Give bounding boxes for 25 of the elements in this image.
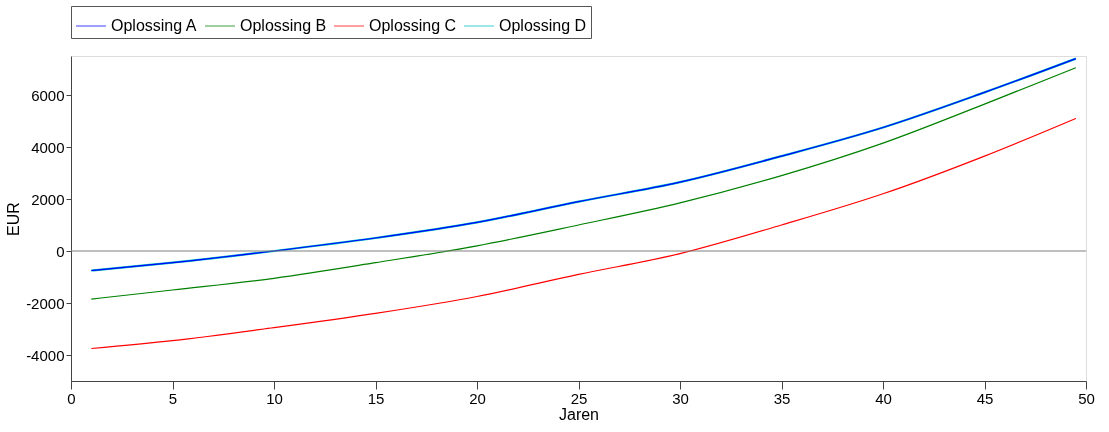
line-series xyxy=(90,117,1077,350)
y-tick-label: 0 xyxy=(56,242,65,260)
x-tick-label: 25 xyxy=(570,389,588,407)
x-tick-label: 20 xyxy=(469,389,486,407)
x-tick-label: 0 xyxy=(67,389,76,407)
legend-label: Oplossing C xyxy=(369,17,457,34)
y-axis-title: EUR xyxy=(5,202,23,236)
legend-label: Oplossing D xyxy=(499,17,587,34)
x-tick-label: 15 xyxy=(367,389,385,407)
y-tick-label: 4000 xyxy=(31,138,65,156)
x-tick-label: 40 xyxy=(875,389,892,407)
legend-label: Oplossing A xyxy=(111,17,197,34)
line-series xyxy=(90,67,1077,300)
y-tick-label: 2000 xyxy=(31,190,65,208)
x-tick-label: 35 xyxy=(773,389,791,407)
y-tick-label: 6000 xyxy=(31,86,65,104)
legend-label: Oplossing B xyxy=(240,17,327,34)
x-tick-label: 10 xyxy=(266,389,283,407)
x-axis-title: Jaren xyxy=(558,405,600,423)
x-tick-label: 30 xyxy=(672,389,689,407)
x-tick-label: 45 xyxy=(976,389,994,407)
x-tick-label: 5 xyxy=(168,389,178,407)
y-tick-label: -2000 xyxy=(26,294,65,312)
y-tick-label: -4000 xyxy=(26,346,65,364)
x-tick-label: 50 xyxy=(1078,389,1095,407)
